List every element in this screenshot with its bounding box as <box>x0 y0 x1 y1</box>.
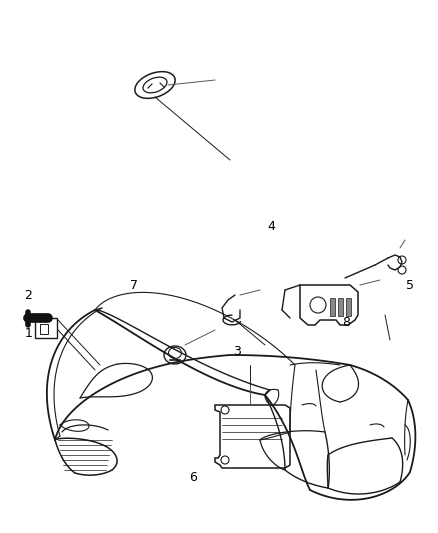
Bar <box>35 318 57 338</box>
Text: 1: 1 <box>25 327 32 340</box>
Text: 7: 7 <box>130 279 138 292</box>
Text: 6: 6 <box>189 471 197 483</box>
Bar <box>40 324 48 334</box>
Text: 4: 4 <box>268 220 276 233</box>
Text: 8: 8 <box>342 316 350 329</box>
Text: 5: 5 <box>406 279 413 292</box>
Bar <box>346 298 351 316</box>
Text: 2: 2 <box>25 289 32 302</box>
Text: 3: 3 <box>233 345 240 358</box>
Bar <box>330 298 335 316</box>
Bar <box>338 298 343 316</box>
